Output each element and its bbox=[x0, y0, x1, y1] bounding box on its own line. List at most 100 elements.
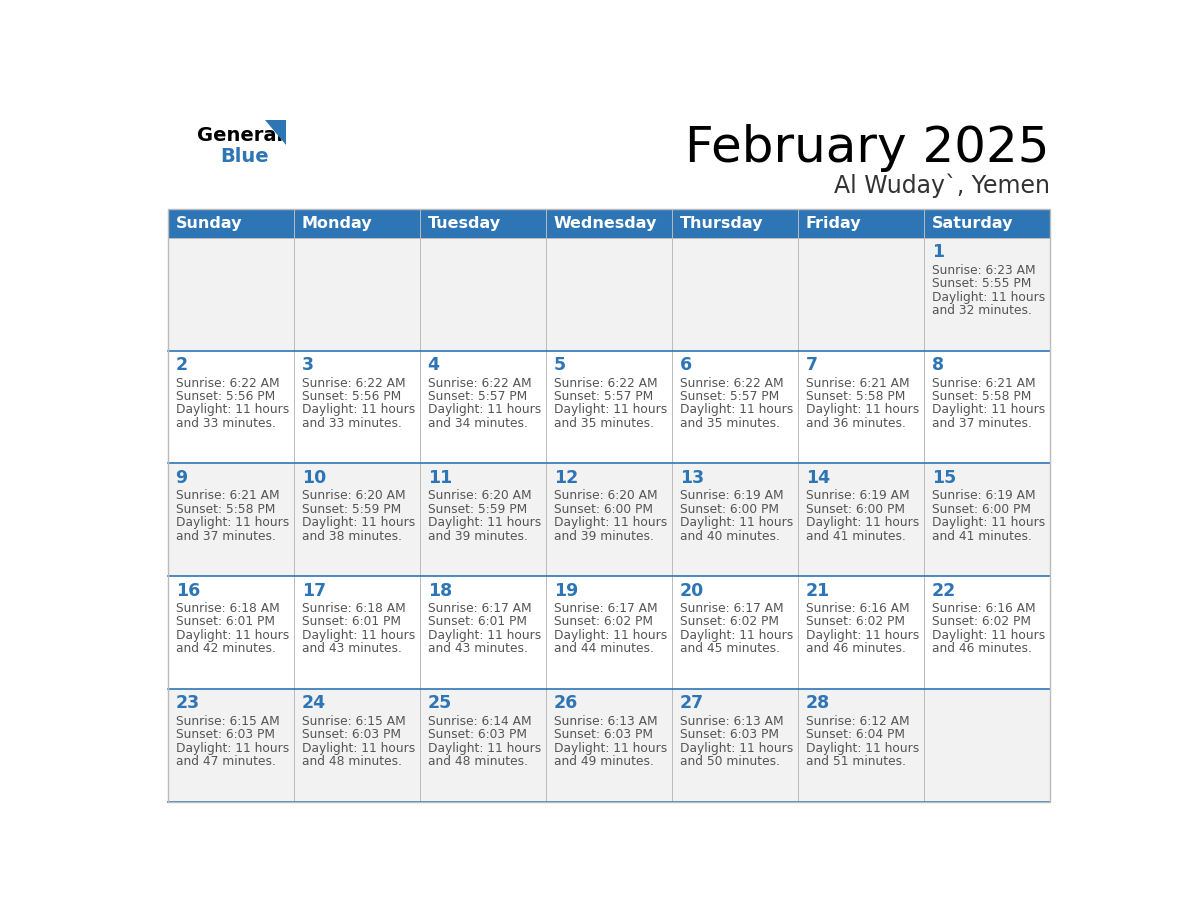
Text: Sunrise: 6:21 AM: Sunrise: 6:21 AM bbox=[805, 376, 909, 389]
Bar bbox=[168, 688, 293, 801]
Bar bbox=[293, 688, 419, 801]
Text: 27: 27 bbox=[680, 694, 703, 712]
Text: 23: 23 bbox=[176, 694, 200, 712]
Text: and 39 minutes.: and 39 minutes. bbox=[428, 530, 527, 543]
Text: 3: 3 bbox=[302, 356, 314, 375]
Text: and 37 minutes.: and 37 minutes. bbox=[176, 530, 276, 543]
Text: and 46 minutes.: and 46 minutes. bbox=[931, 643, 1031, 655]
Bar bbox=[419, 577, 545, 688]
Text: Daylight: 11 hours: Daylight: 11 hours bbox=[680, 742, 792, 755]
Text: Sunset: 6:00 PM: Sunset: 6:00 PM bbox=[554, 503, 652, 516]
Text: Daylight: 11 hours: Daylight: 11 hours bbox=[680, 516, 792, 529]
Text: Sunrise: 6:15 AM: Sunrise: 6:15 AM bbox=[302, 715, 405, 728]
Text: Sunset: 5:59 PM: Sunset: 5:59 PM bbox=[428, 503, 526, 516]
Text: Sunrise: 6:22 AM: Sunrise: 6:22 AM bbox=[176, 376, 279, 389]
Text: 13: 13 bbox=[680, 469, 703, 487]
Text: and 48 minutes.: and 48 minutes. bbox=[428, 756, 527, 768]
Text: Sunrise: 6:17 AM: Sunrise: 6:17 AM bbox=[428, 602, 531, 615]
Text: Thursday: Thursday bbox=[680, 216, 763, 230]
Text: Sunrise: 6:19 AM: Sunrise: 6:19 AM bbox=[680, 489, 783, 502]
Bar bbox=[545, 464, 672, 577]
Text: Sunset: 6:03 PM: Sunset: 6:03 PM bbox=[176, 728, 274, 741]
Text: and 33 minutes.: and 33 minutes. bbox=[176, 417, 276, 430]
Text: Daylight: 11 hours: Daylight: 11 hours bbox=[428, 742, 541, 755]
Text: Daylight: 11 hours: Daylight: 11 hours bbox=[302, 742, 415, 755]
Text: and 51 minutes.: and 51 minutes. bbox=[805, 756, 905, 768]
Text: Sunrise: 6:19 AM: Sunrise: 6:19 AM bbox=[931, 489, 1035, 502]
Bar bbox=[672, 238, 798, 351]
Bar bbox=[168, 577, 293, 688]
Text: 7: 7 bbox=[805, 356, 817, 375]
Text: Al Wuday`, Yemen: Al Wuday`, Yemen bbox=[834, 174, 1050, 197]
Bar bbox=[798, 688, 924, 801]
Text: Sunrise: 6:16 AM: Sunrise: 6:16 AM bbox=[931, 602, 1035, 615]
Text: and 35 minutes.: and 35 minutes. bbox=[680, 417, 779, 430]
Text: Sunrise: 6:19 AM: Sunrise: 6:19 AM bbox=[805, 489, 909, 502]
Text: General: General bbox=[196, 126, 283, 145]
Bar bbox=[924, 238, 1050, 351]
Text: Daylight: 11 hours: Daylight: 11 hours bbox=[176, 516, 289, 529]
Bar bbox=[293, 238, 419, 351]
Text: Daylight: 11 hours: Daylight: 11 hours bbox=[680, 629, 792, 642]
Text: Friday: Friday bbox=[805, 216, 861, 230]
Bar bbox=[924, 688, 1050, 801]
Text: and 41 minutes.: and 41 minutes. bbox=[931, 530, 1031, 543]
Text: 12: 12 bbox=[554, 469, 577, 487]
Text: 9: 9 bbox=[176, 469, 188, 487]
Text: 14: 14 bbox=[805, 469, 829, 487]
Text: Wednesday: Wednesday bbox=[554, 216, 657, 230]
Text: and 39 minutes.: and 39 minutes. bbox=[554, 530, 653, 543]
Text: Sunrise: 6:17 AM: Sunrise: 6:17 AM bbox=[680, 602, 783, 615]
Text: Sunrise: 6:22 AM: Sunrise: 6:22 AM bbox=[680, 376, 783, 389]
Text: Daylight: 11 hours: Daylight: 11 hours bbox=[176, 403, 289, 417]
Text: Daylight: 11 hours: Daylight: 11 hours bbox=[554, 742, 666, 755]
Text: Daylight: 11 hours: Daylight: 11 hours bbox=[554, 403, 666, 417]
Bar bbox=[419, 688, 545, 801]
Text: Sunset: 5:57 PM: Sunset: 5:57 PM bbox=[554, 390, 653, 403]
Bar bbox=[168, 208, 1050, 801]
Text: Sunset: 6:01 PM: Sunset: 6:01 PM bbox=[428, 615, 526, 629]
Text: Daylight: 11 hours: Daylight: 11 hours bbox=[176, 629, 289, 642]
Text: Sunrise: 6:17 AM: Sunrise: 6:17 AM bbox=[554, 602, 657, 615]
Text: Sunset: 5:58 PM: Sunset: 5:58 PM bbox=[805, 390, 905, 403]
Text: and 47 minutes.: and 47 minutes. bbox=[176, 756, 276, 768]
Bar bbox=[293, 464, 419, 577]
Text: 15: 15 bbox=[931, 469, 956, 487]
Text: Daylight: 11 hours: Daylight: 11 hours bbox=[805, 629, 918, 642]
Bar bbox=[924, 351, 1050, 464]
Text: 2: 2 bbox=[176, 356, 188, 375]
Bar bbox=[545, 351, 672, 464]
Text: Sunset: 5:57 PM: Sunset: 5:57 PM bbox=[680, 390, 779, 403]
Bar bbox=[924, 464, 1050, 577]
Bar bbox=[672, 464, 798, 577]
Text: Daylight: 11 hours: Daylight: 11 hours bbox=[428, 403, 541, 417]
Text: Daylight: 11 hours: Daylight: 11 hours bbox=[302, 516, 415, 529]
Text: and 38 minutes.: and 38 minutes. bbox=[302, 530, 402, 543]
Text: 28: 28 bbox=[805, 694, 830, 712]
Text: 5: 5 bbox=[554, 356, 565, 375]
Bar bbox=[168, 351, 293, 464]
Bar bbox=[672, 688, 798, 801]
Text: 16: 16 bbox=[176, 582, 200, 599]
Text: Sunrise: 6:18 AM: Sunrise: 6:18 AM bbox=[302, 602, 405, 615]
Text: and 41 minutes.: and 41 minutes. bbox=[805, 530, 905, 543]
Text: Sunrise: 6:23 AM: Sunrise: 6:23 AM bbox=[931, 263, 1035, 276]
Text: and 40 minutes.: and 40 minutes. bbox=[680, 530, 779, 543]
Text: Daylight: 11 hours: Daylight: 11 hours bbox=[302, 403, 415, 417]
Text: 20: 20 bbox=[680, 582, 703, 599]
Text: Sunset: 6:02 PM: Sunset: 6:02 PM bbox=[554, 615, 652, 629]
Text: Sunrise: 6:13 AM: Sunrise: 6:13 AM bbox=[554, 715, 657, 728]
Text: Sunrise: 6:22 AM: Sunrise: 6:22 AM bbox=[428, 376, 531, 389]
Bar bbox=[798, 464, 924, 577]
Text: Sunday: Sunday bbox=[176, 216, 242, 230]
Text: 18: 18 bbox=[428, 582, 451, 599]
Text: Sunrise: 6:20 AM: Sunrise: 6:20 AM bbox=[554, 489, 657, 502]
Bar bbox=[924, 577, 1050, 688]
Text: Sunset: 5:57 PM: Sunset: 5:57 PM bbox=[428, 390, 526, 403]
Text: Daylight: 11 hours: Daylight: 11 hours bbox=[931, 629, 1044, 642]
Text: and 43 minutes.: and 43 minutes. bbox=[428, 643, 527, 655]
Bar bbox=[168, 464, 293, 577]
Text: and 44 minutes.: and 44 minutes. bbox=[554, 643, 653, 655]
Text: Sunset: 6:00 PM: Sunset: 6:00 PM bbox=[931, 503, 1030, 516]
Text: Sunrise: 6:21 AM: Sunrise: 6:21 AM bbox=[931, 376, 1035, 389]
